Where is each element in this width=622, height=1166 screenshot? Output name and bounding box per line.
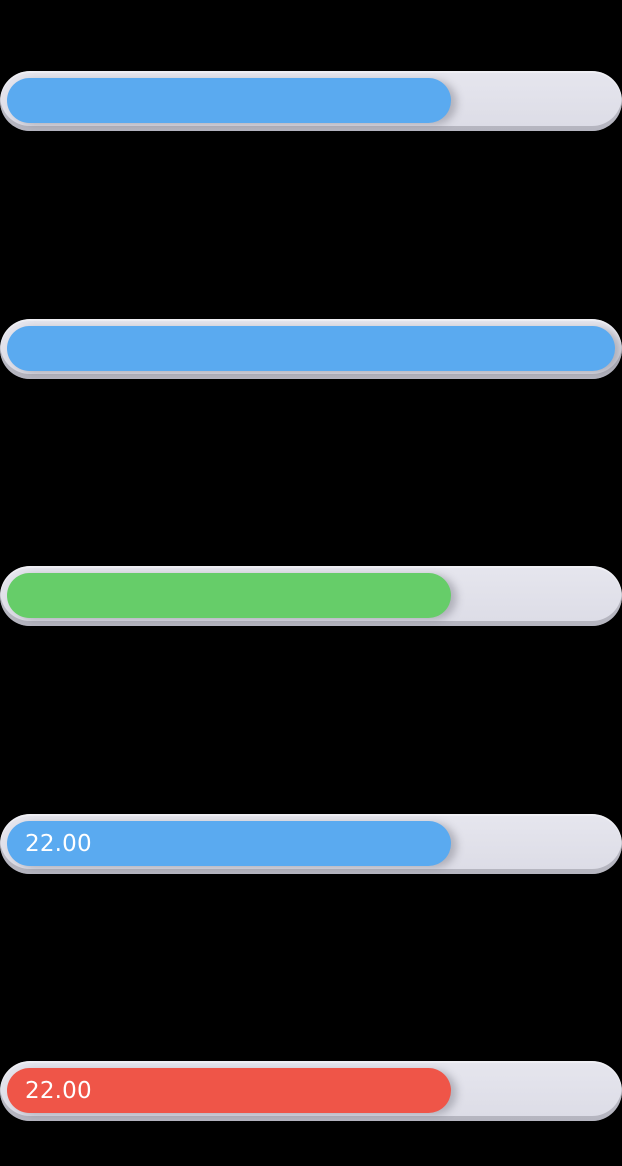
progress-value-label-4: 22.00 (25, 830, 92, 857)
progress-bar-4: 22.00 (0, 814, 622, 874)
progress-fill-1 (7, 78, 451, 123)
progress-bar-5: 22.00 (0, 1061, 622, 1121)
progress-fill-5: 22.00 (7, 1068, 451, 1113)
progress-value-label-5: 22.00 (25, 1077, 92, 1104)
progress-bar-2 (0, 319, 622, 379)
progress-bar-3 (0, 566, 622, 626)
progress-fill-4: 22.00 (7, 821, 451, 866)
progress-fill-2 (7, 326, 615, 371)
progress-bar-1 (0, 71, 622, 131)
progress-fill-3 (7, 573, 451, 618)
